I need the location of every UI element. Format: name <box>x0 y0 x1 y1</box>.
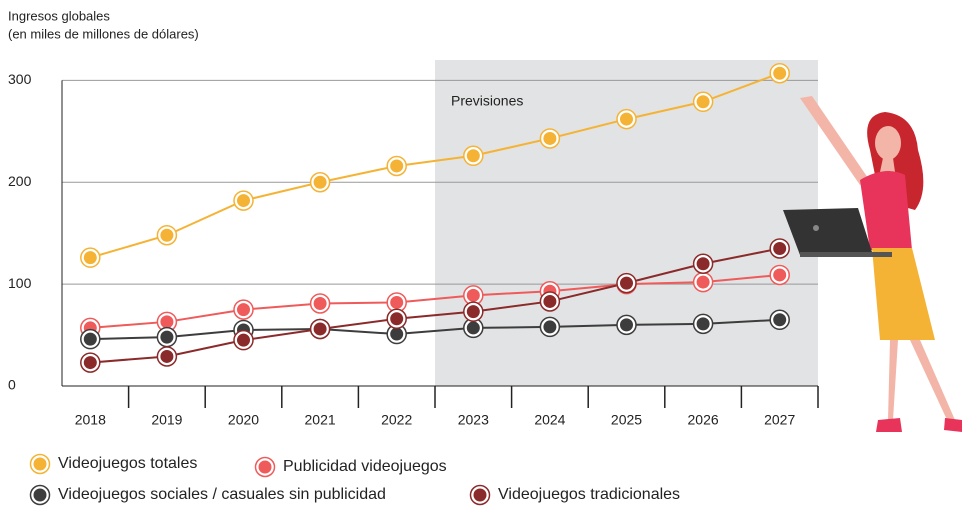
marker <box>773 67 786 80</box>
marker <box>84 251 97 264</box>
marker <box>160 331 173 344</box>
marker <box>237 334 250 347</box>
y-tick-label: 100 <box>8 275 32 291</box>
marker <box>467 289 480 302</box>
marker <box>620 113 633 126</box>
marker <box>160 229 173 242</box>
marker <box>697 276 710 289</box>
marker <box>543 320 556 333</box>
x-tick-label: 2027 <box>764 412 795 428</box>
marker <box>773 313 786 326</box>
legend-label: Videojuegos tradicionales <box>498 486 680 503</box>
marker <box>467 149 480 162</box>
y-tick-label: 300 <box>8 71 32 87</box>
forecast-label: Previsiones <box>451 93 523 109</box>
marker <box>390 328 403 341</box>
y-tick-label: 200 <box>8 173 32 189</box>
y-axis-title: (en miles de millones de dólares) <box>8 26 199 41</box>
marker <box>314 322 327 335</box>
legend-swatch <box>34 489 47 502</box>
marker <box>697 257 710 270</box>
marker <box>697 95 710 108</box>
marker <box>314 176 327 189</box>
marker <box>390 312 403 325</box>
marker <box>314 297 327 310</box>
marker <box>620 318 633 331</box>
marker <box>160 315 173 328</box>
x-tick-label: 2020 <box>228 412 259 428</box>
marker <box>390 296 403 309</box>
marker <box>543 295 556 308</box>
marker <box>620 277 633 290</box>
chart: Previsiones Ingresos globales (en miles … <box>0 0 964 508</box>
y-tick-label: 0 <box>8 377 16 393</box>
marker <box>84 333 97 346</box>
legend-swatch <box>474 489 487 502</box>
legend: Videojuegos totales Publicidad videojuego… <box>31 455 681 505</box>
x-tick-label: 2019 <box>151 412 182 428</box>
marker <box>467 305 480 318</box>
x-tick-label: 2025 <box>611 412 642 428</box>
marker <box>160 350 173 363</box>
legend-swatch <box>259 461 272 474</box>
marker <box>773 268 786 281</box>
legend-label: Videojuegos totales <box>58 455 197 472</box>
marker <box>773 242 786 255</box>
marker <box>543 132 556 145</box>
x-tick-label: 2018 <box>75 412 106 428</box>
marker <box>390 159 403 172</box>
x-tick-label: 2026 <box>688 412 719 428</box>
marker <box>467 321 480 334</box>
legend-label: Videojuegos sociales / casuales sin publ… <box>58 486 386 503</box>
x-tick-label: 2024 <box>534 412 565 428</box>
marker <box>84 356 97 369</box>
x-tick-label: 2022 <box>381 412 412 428</box>
legend-swatch <box>34 458 47 471</box>
marker <box>697 317 710 330</box>
x-tick-label: 2021 <box>305 412 336 428</box>
legend-label: Publicidad videojuegos <box>283 458 447 475</box>
y-axis-title: Ingresos globales <box>8 8 110 23</box>
marker <box>237 303 250 316</box>
x-tick-label: 2023 <box>458 412 489 428</box>
marker <box>237 194 250 207</box>
